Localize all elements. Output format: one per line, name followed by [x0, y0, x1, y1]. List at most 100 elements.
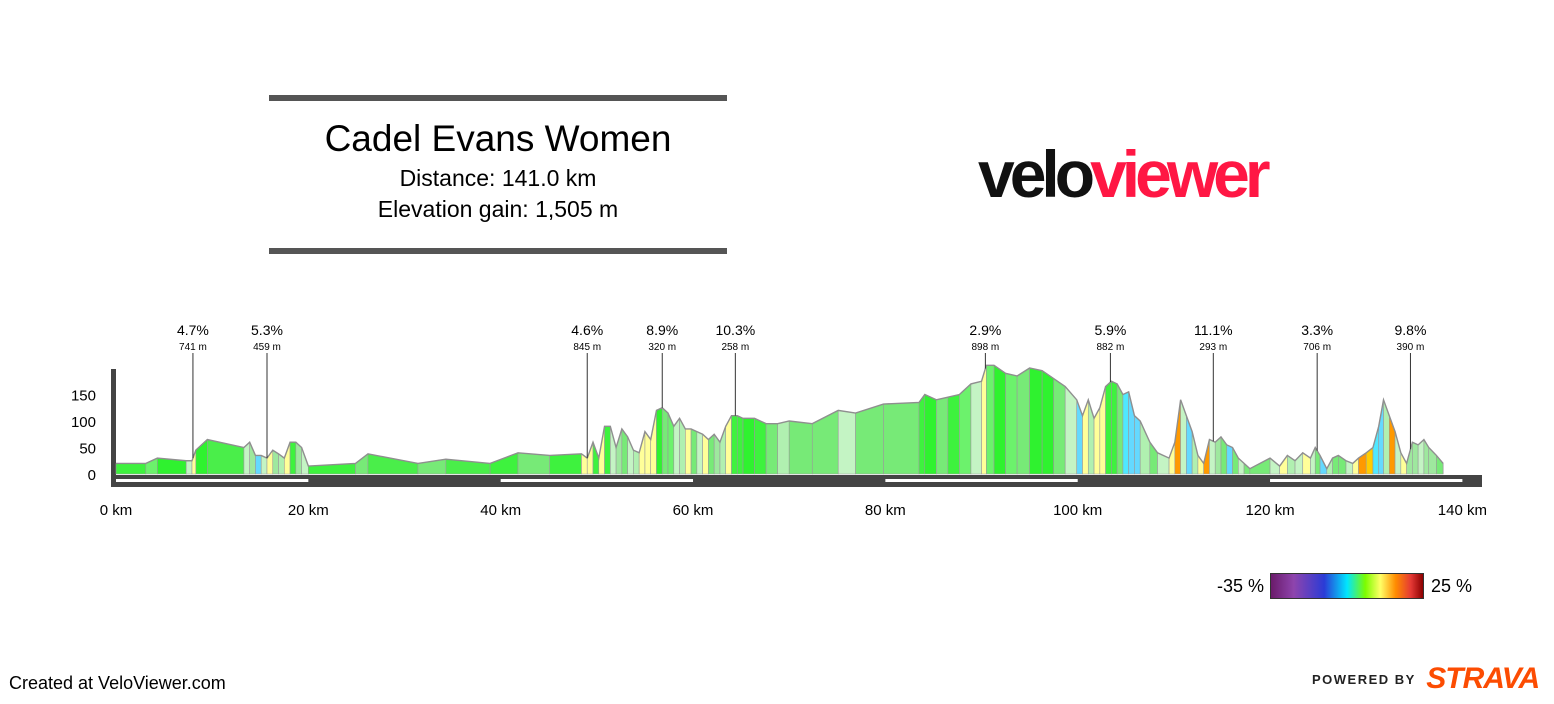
profile-segment	[924, 394, 937, 475]
climb-gradient-label: 8.9%	[646, 322, 678, 338]
profile-segment	[549, 453, 582, 475]
profile-segment	[633, 449, 640, 475]
profile-segment	[1111, 380, 1118, 475]
veloviewer-logo: veloviewer	[978, 136, 1271, 212]
climb-gradient-label: 5.9%	[1094, 322, 1126, 338]
profile-segment	[355, 453, 369, 475]
profile-segment	[788, 420, 813, 475]
profile-segment	[1197, 454, 1204, 475]
profile-segment	[1053, 378, 1066, 475]
climb-length-label: 320 m	[648, 342, 676, 353]
profile-segment	[1394, 431, 1402, 475]
profile-segment	[207, 439, 245, 475]
profile-segment	[661, 407, 669, 475]
gradient-legend: -35 % 25 %	[1200, 572, 1490, 602]
profile-segment	[1412, 441, 1419, 475]
climb-length-label: 706 m	[1303, 342, 1331, 353]
profile-segment	[981, 365, 987, 475]
y-tick-label: 0	[88, 467, 96, 484]
profile-segment	[1220, 435, 1228, 475]
profile-segment	[731, 415, 738, 475]
profile-segment	[696, 431, 703, 475]
profile-segment	[1400, 452, 1407, 475]
profile-segment	[673, 417, 680, 475]
profile-segment	[993, 364, 1006, 475]
climb-length-label: 741 m	[179, 342, 207, 353]
profile-segment	[1016, 367, 1030, 475]
profile-segment	[517, 452, 551, 475]
profile-segment	[185, 460, 193, 475]
profile-segment	[811, 409, 839, 475]
profile-segment	[1383, 399, 1390, 475]
x-axis-bar	[111, 475, 1482, 487]
profile-segment	[1064, 385, 1078, 475]
profile-segment	[1005, 372, 1018, 475]
profile-segment	[289, 441, 297, 475]
x-tick-label: 100 km	[1053, 502, 1102, 519]
climb-gradient-label: 2.9%	[969, 322, 1001, 338]
profile-segment	[1134, 415, 1141, 475]
y-tick-label: 50	[79, 441, 96, 458]
powered-by-label: POWERED BY	[1312, 671, 1416, 687]
profile-segment	[1116, 383, 1124, 475]
route-title: Cadel Evans Women	[324, 118, 672, 159]
y-tick-label: 100	[71, 414, 96, 431]
distance-stat: Distance: 141.0 km	[399, 165, 597, 191]
x-tick-label: 120 km	[1245, 502, 1294, 519]
profile-segment	[656, 407, 663, 475]
profile-segment	[667, 412, 675, 475]
profile-segment	[1372, 426, 1380, 475]
y-axis-line	[111, 369, 116, 487]
x-tick-label: 0 km	[100, 502, 133, 519]
x-axis-stripe	[885, 479, 1078, 482]
profile-segment	[638, 431, 646, 475]
profile-segment	[1209, 439, 1216, 475]
profile-segment	[883, 402, 920, 475]
profile-segment	[754, 417, 767, 475]
x-axis-stripe	[500, 479, 694, 482]
profile-segment	[1180, 399, 1187, 475]
profile-segment	[650, 410, 657, 475]
profile-segment	[1139, 420, 1151, 475]
profile-segment	[1082, 399, 1089, 475]
x-tick-label: 140 km	[1438, 502, 1487, 519]
profile-segment	[1122, 391, 1129, 475]
profile-segment	[1105, 380, 1112, 475]
profile-segment	[1249, 457, 1271, 475]
profile-segment	[367, 453, 419, 475]
x-axis-stripe	[116, 479, 309, 482]
profile-segment	[1029, 367, 1043, 475]
profile-segment	[837, 410, 856, 475]
legend-max-label: 25 %	[1431, 576, 1473, 596]
title-rule-bottom	[269, 248, 727, 254]
profile-segment	[489, 452, 519, 475]
climb-length-label: 293 m	[1199, 342, 1227, 353]
profile-segment	[1226, 444, 1233, 475]
profile-segment	[1076, 399, 1083, 475]
profile-segment	[1214, 436, 1222, 475]
climb-gradient-label: 3.3%	[1301, 322, 1333, 338]
profile-segment	[1269, 457, 1280, 475]
title-rule-top	[269, 95, 727, 101]
x-tick-label: 40 km	[480, 502, 521, 519]
climb-gradient-label: 4.6%	[571, 322, 603, 338]
climb-length-label: 459 m	[253, 342, 281, 353]
climb-gradient-label: 5.3%	[251, 322, 283, 338]
profile-segment	[936, 396, 949, 475]
climb-markers: 4.7% 741 m 5.3% 459 m 4.6% 845 m 8.9% 320 m 10.3…	[177, 322, 1426, 459]
profile-segments	[115, 364, 1444, 475]
profile-segment	[249, 442, 256, 475]
profile-segment	[586, 442, 594, 475]
profile-segment	[610, 426, 617, 475]
climb-gradient-label: 9.8%	[1394, 322, 1426, 338]
profile-segment	[702, 433, 709, 475]
climb-length-label: 882 m	[1097, 342, 1125, 353]
elevation-gain-stat: Elevation gain: 1,505 m	[377, 196, 619, 222]
profile-segment	[736, 415, 744, 475]
profile-segment	[615, 428, 623, 475]
x-axis: 0 km 20 km 40 km 60 km 80 km 100 km 120 km 140 …	[100, 475, 1487, 519]
logo-velo: velo	[978, 137, 1095, 211]
climb-length-label: 258 m	[721, 342, 749, 353]
profile-segment	[959, 383, 972, 475]
y-tick-label: 150	[71, 388, 96, 405]
